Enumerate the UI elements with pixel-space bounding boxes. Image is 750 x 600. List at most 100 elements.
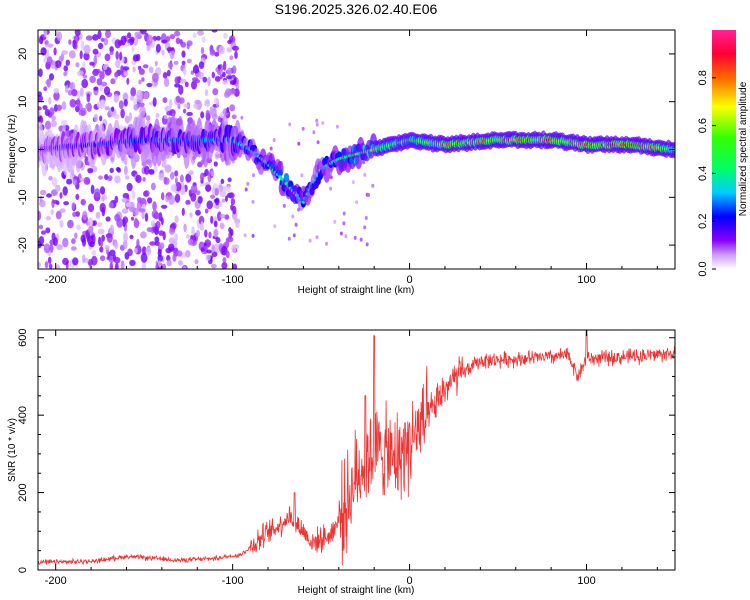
spectrogram-speckle — [329, 186, 333, 191]
spectrogram-speckle — [144, 165, 150, 175]
spectrogram-speckle — [137, 196, 142, 203]
spectrogram-speckle — [301, 126, 305, 131]
spectrogram-speckle — [80, 234, 86, 243]
spectrogram-speckle — [197, 196, 203, 204]
spectrogram-speckle — [181, 60, 186, 65]
spectrogram-speckle — [210, 263, 217, 269]
spectrogram-speckle — [142, 64, 149, 69]
spectrogram-speckle — [143, 92, 149, 99]
spectrogram-speckle — [211, 30, 218, 33]
spectrogram-speckle — [131, 216, 134, 221]
spectrogram-speckle — [158, 242, 165, 250]
spectrogram-speckle — [227, 67, 232, 76]
spectrogram-speckle — [56, 104, 62, 111]
spectrogram-speckle — [273, 224, 277, 229]
spectrogram-speckle — [180, 78, 187, 84]
spectrogram-x-tick-label: 100 — [577, 274, 595, 286]
spectrogram-speckle — [186, 111, 193, 117]
spectrogram-speckle — [42, 105, 48, 110]
spectrogram-speckle — [51, 177, 58, 187]
spectrogram-speckle — [72, 211, 77, 217]
spectrogram-speckle — [109, 224, 114, 235]
spectrogram-speckle — [89, 75, 96, 84]
spectrogram-speckle — [94, 69, 101, 74]
spectrogram-speckle — [93, 86, 99, 91]
spectrogram-speckle — [211, 244, 215, 253]
spectrogram-speckle — [61, 101, 67, 110]
spectrogram-y-tick-label: -20 — [17, 237, 29, 253]
spectrogram-speckle — [91, 255, 98, 266]
spectrogram-speckle — [66, 178, 73, 185]
spectrogram-speckle — [162, 263, 167, 269]
spectrogram-speckle — [69, 99, 77, 108]
spectrogram-speckle — [102, 64, 108, 71]
spectrogram-speckle — [282, 203, 286, 208]
spectrogram-speckle — [99, 115, 103, 122]
spectrogram-speckle — [109, 167, 114, 174]
spectrogram-speckle — [138, 79, 142, 85]
spectrogram-speckle — [47, 43, 54, 48]
spectrogram-speckle — [174, 83, 181, 88]
spectrogram-speckle — [162, 72, 168, 79]
spectrogram-speckle — [213, 220, 218, 228]
spectrogram-speckle — [226, 106, 230, 114]
spectrogram-speckle — [113, 93, 120, 103]
spectrogram-speckle — [225, 250, 230, 259]
spectrogram-speckle — [72, 39, 77, 49]
spectrogram-speckle — [184, 81, 189, 88]
spectrogram-speckle — [38, 224, 44, 230]
spectrogram-ridge-body — [277, 169, 283, 178]
spectrogram-speckle — [65, 59, 71, 66]
spectrogram-speckle — [240, 115, 244, 120]
spectrogram-speckle — [218, 45, 225, 55]
spectrogram-speckle — [114, 71, 119, 78]
spectrogram-speckle — [148, 66, 154, 74]
spectrogram-speckle — [109, 262, 113, 269]
spectrogram-speckle — [122, 66, 130, 71]
colorbar-tick-label: 0.0 — [697, 261, 709, 276]
spectrogram-speckle — [133, 97, 137, 106]
spectrogram-speckle — [208, 231, 212, 239]
spectrogram-speckle — [136, 238, 140, 249]
spectrogram-speckle — [63, 71, 68, 77]
spectrogram-speckle — [65, 84, 69, 94]
spectrogram-speckle — [144, 212, 149, 222]
spectrogram-speckle — [46, 56, 53, 65]
spectrogram-speckle — [44, 109, 51, 116]
spectrogram-speckle — [43, 30, 48, 38]
spectrogram-speckle — [87, 217, 94, 227]
spectrogram-speckle — [89, 241, 95, 248]
colorbar-gradient — [712, 30, 736, 269]
spectrogram-speckle — [146, 82, 153, 88]
spectrogram-plot-area — [38, 30, 675, 269]
spectrogram-speckle — [186, 234, 190, 239]
snr-x-tick-label: 100 — [577, 575, 595, 587]
snr-y-tick-label: 0 — [17, 567, 29, 573]
spectrogram-speckle — [109, 249, 116, 257]
spectrogram-speckle — [166, 69, 171, 77]
spectrogram-speckle — [351, 180, 355, 185]
snr-y-tick-label: 600 — [17, 329, 29, 347]
colorbar-tick-label: 0.6 — [697, 118, 709, 133]
spectrogram-speckle — [123, 232, 128, 242]
spectrogram-speckle — [67, 89, 73, 96]
spectrogram-speckle — [166, 111, 172, 116]
spectrogram-speckle — [178, 97, 185, 104]
spectrogram-speckle — [122, 208, 127, 214]
spectrogram-speckle — [83, 52, 90, 61]
snr-x-tick-label: -100 — [222, 575, 244, 587]
spectrogram-speckle — [49, 73, 54, 81]
spectrogram-speckle — [230, 198, 236, 206]
spectrogram-speckle — [140, 252, 148, 263]
spectrogram-speckle — [86, 93, 91, 103]
spectrogram-speckle — [364, 216, 368, 220]
spectrogram-speckle — [120, 260, 125, 269]
spectrogram-speckle — [189, 212, 193, 218]
spectrogram-speckle — [140, 231, 147, 239]
spectrogram-speckle — [115, 59, 121, 68]
spectrogram-speckle — [325, 241, 328, 246]
spectrogram-speckle — [109, 51, 114, 56]
spectrogram-speckle — [127, 32, 132, 39]
spectrogram-speckle — [172, 253, 177, 262]
spectrogram-speckle — [38, 210, 42, 221]
